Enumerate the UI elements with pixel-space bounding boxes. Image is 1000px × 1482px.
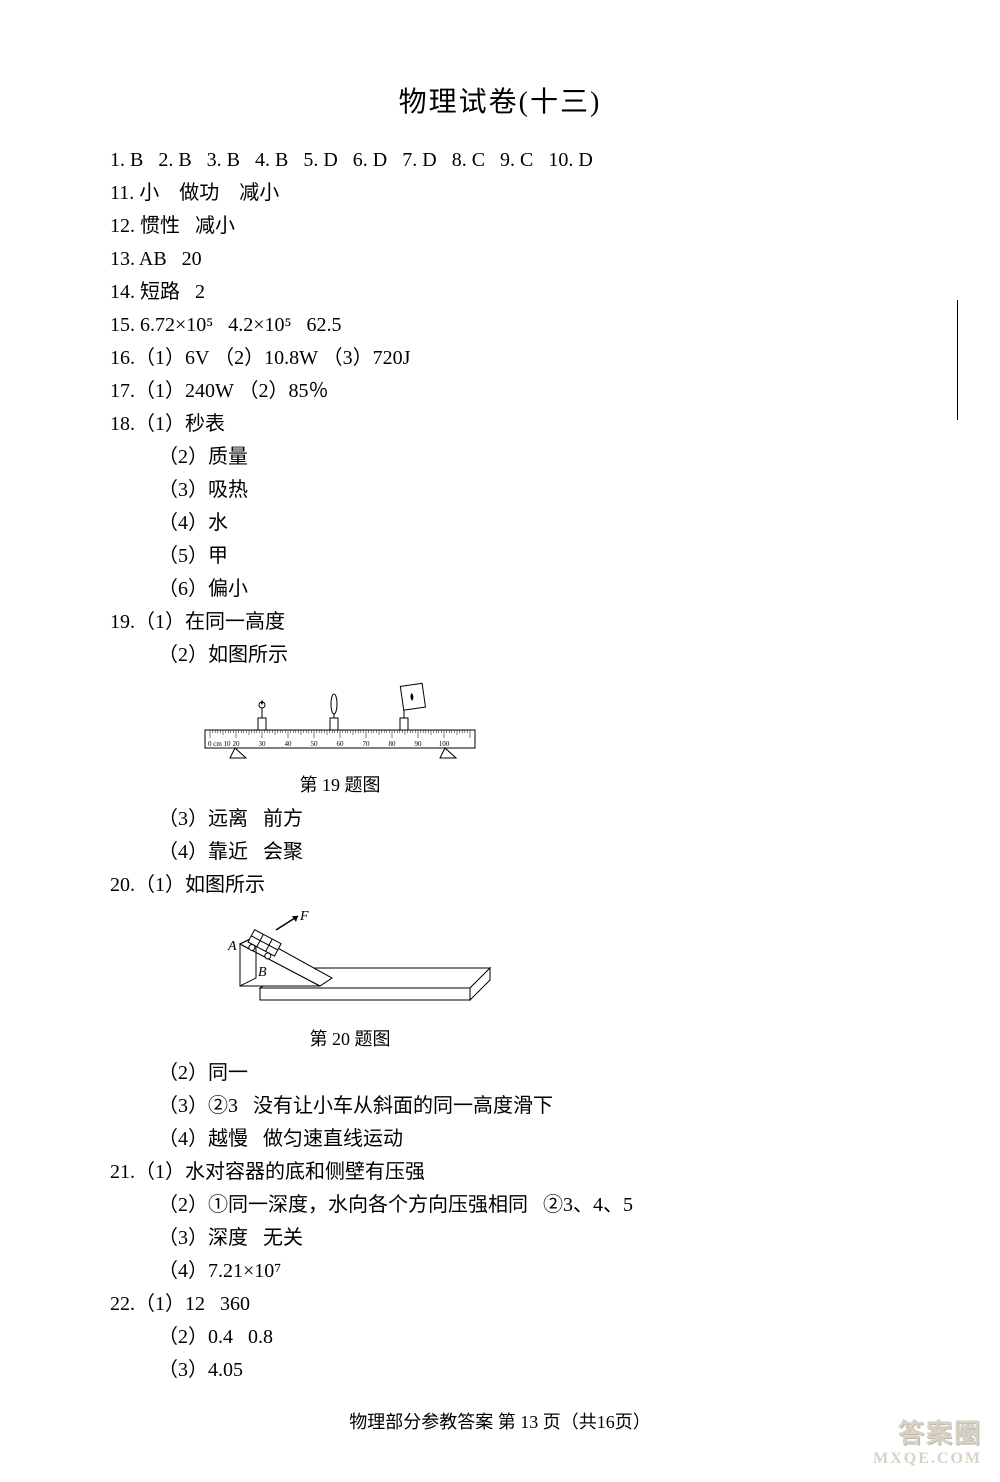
text-line: （2）同一: [110, 1057, 890, 1090]
text-line: 13. AB 20: [110, 243, 890, 276]
figure-20-caption: 第 20 题图: [200, 1025, 500, 1051]
page-title: 物理试卷(十三): [110, 80, 890, 120]
text-line: （4）越慢 做匀速直线运动: [110, 1123, 890, 1156]
text-line: 22.（1）12 360: [110, 1288, 890, 1321]
text-line: 11. 小 做功 减小: [110, 177, 890, 210]
watermark-text-top: 答案圈: [873, 1413, 982, 1450]
svg-text:70: 70: [363, 740, 371, 748]
text-line: （3）远离 前方: [110, 803, 890, 836]
svg-text:100: 100: [439, 740, 450, 748]
text-line: （2）质量: [110, 441, 890, 474]
text-line: （2）如图所示: [110, 639, 890, 672]
text-line: 18.（1）秒表: [110, 408, 890, 441]
text-line: （5）甲: [110, 540, 890, 573]
text-line: （4）7.21×10⁷: [110, 1255, 890, 1288]
figure-19-caption: 第 19 题图: [200, 771, 480, 797]
svg-text:0 cm 10: 0 cm 10: [208, 740, 231, 748]
text-line: （4）水: [110, 507, 890, 540]
text-line: （4）靠近 会聚: [110, 836, 890, 869]
text-line: （2）①同一深度，水向各个方向压强相同 ②3、4、5: [110, 1189, 890, 1222]
ramp-diagram: F A B: [200, 908, 500, 1018]
svg-text:50: 50: [311, 740, 319, 748]
text-line: 19.（1）在同一高度: [110, 606, 890, 639]
label-A: A: [227, 939, 237, 954]
text-line: 20.（1）如图所示: [110, 869, 890, 902]
text-line: （3）②3 没有让小车从斜面的同一高度滑下: [110, 1090, 890, 1123]
text-line: 1. B 2. B 3. B 4. B 5. D 6. D 7. D 8. C …: [110, 144, 890, 177]
text-line: 17.（1）240W （2）85％: [110, 375, 890, 408]
watermark: 答案圈 MXQE.COM: [873, 1413, 982, 1468]
figure-19: 0 cm 1020 30 40 50 60 70 80 90 100 第 19 题图: [200, 678, 890, 797]
svg-text:90: 90: [415, 740, 423, 748]
figure-20: F A B 第 20 题图: [200, 908, 890, 1051]
svg-text:40: 40: [285, 740, 293, 748]
text-line: 15. 6.72×10⁵ 4.2×10⁵ 62.5: [110, 309, 890, 342]
margin-line: [957, 300, 958, 420]
text-line: 21.（1）水对容器的底和侧壁有压强: [110, 1156, 890, 1189]
text-line: （3）吸热: [110, 474, 890, 507]
svg-text:60: 60: [337, 740, 345, 748]
page-footer: 物理部分参教答案 第 13 页（共16页）: [0, 1408, 1000, 1434]
label-B: B: [258, 965, 267, 980]
optical-bench-diagram: 0 cm 1020 30 40 50 60 70 80 90 100: [200, 678, 480, 764]
svg-text:20: 20: [233, 740, 241, 748]
label-F: F: [299, 909, 309, 924]
text-line: 16.（1）6V （2）10.8W （3）720J: [110, 342, 890, 375]
svg-text:80: 80: [389, 740, 397, 748]
text-line: （3）深度 无关: [110, 1222, 890, 1255]
text-line: 12. 惯性 减小: [110, 210, 890, 243]
text-line: （2）0.4 0.8: [110, 1321, 890, 1354]
svg-text:30: 30: [259, 740, 267, 748]
text-line: （3）4.05: [110, 1354, 890, 1387]
text-line: 14. 短路 2: [110, 276, 890, 309]
text-line: （6）偏小: [110, 573, 890, 606]
watermark-text-bottom: MXQE.COM: [873, 1450, 982, 1468]
